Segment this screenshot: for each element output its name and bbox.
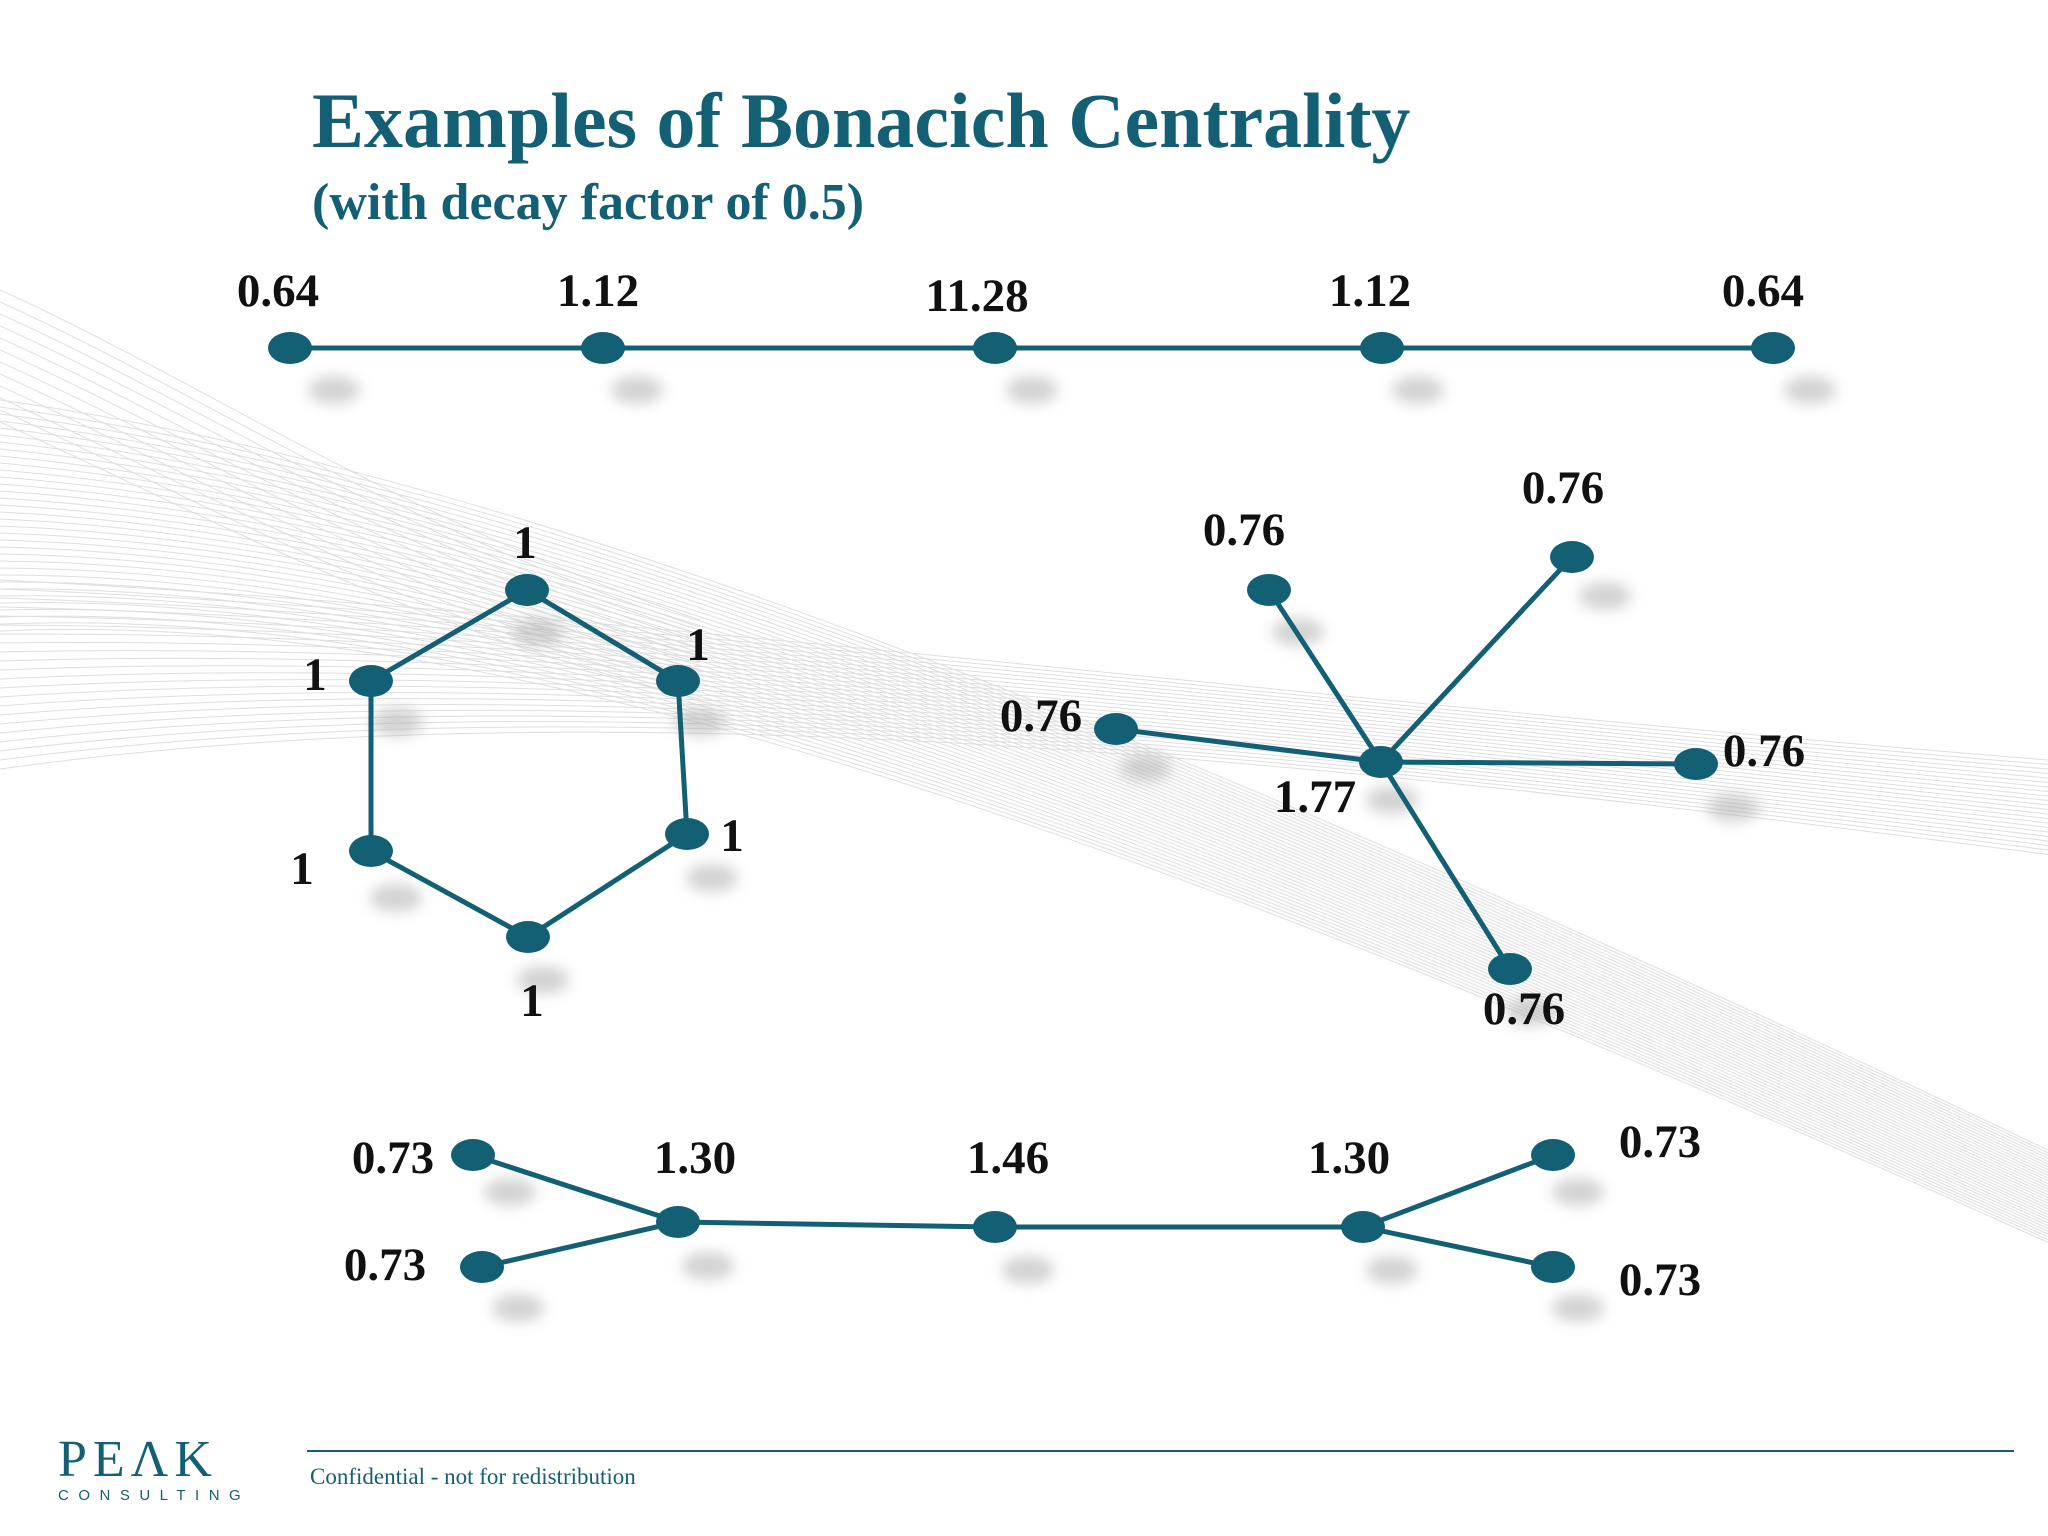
node [1094, 713, 1138, 745]
node-label: 1 [686, 619, 710, 671]
node-label: 1 [303, 649, 327, 701]
node-label: 0.73 [352, 1132, 434, 1184]
double-star-graph-shadows [484, 1178, 1604, 1322]
node-label: 1.12 [1329, 265, 1411, 317]
node-label: 0.73 [1619, 1116, 1701, 1168]
node [1531, 1251, 1575, 1283]
hexagon-graph-shadows [370, 618, 738, 994]
edge [472, 1152, 679, 1225]
logo-wordmark: PEΛK [58, 1431, 218, 1488]
node [268, 332, 312, 364]
node [506, 921, 550, 953]
node [973, 1211, 1017, 1243]
node [1360, 332, 1404, 364]
confidential-notice: Confidential - not for redistribution [310, 1464, 636, 1489]
node-label: 1.12 [557, 265, 639, 317]
node-label: 0.64 [1722, 265, 1804, 317]
node [656, 665, 700, 697]
node-label: 0.76 [1203, 504, 1285, 556]
edge [481, 1219, 679, 1270]
line-graph-shadows [308, 376, 1836, 404]
node [581, 332, 625, 364]
node-label: 0.64 [237, 265, 319, 317]
star-graph-shadows [1119, 582, 1759, 1026]
node-label: 0.76 [1522, 462, 1604, 514]
node-label: 0.76 [1000, 690, 1082, 742]
node [665, 818, 709, 850]
node [349, 665, 393, 697]
node-label: 1.30 [1308, 1132, 1390, 1184]
node [349, 835, 393, 867]
node-label: 0.73 [1619, 1254, 1701, 1306]
node-label: 1 [720, 810, 744, 862]
node-label: 0.76 [1723, 725, 1805, 777]
edge [526, 831, 689, 940]
edge [675, 680, 690, 835]
hexagon-graph: 1 1 1 1 1 1 [290, 517, 744, 1027]
edge [369, 848, 530, 940]
edge [1378, 760, 1513, 971]
edge [525, 587, 680, 684]
node [1247, 574, 1291, 606]
double-star-graph: 0.73 0.73 1.30 1.46 1.30 0.73 0.73 [344, 1116, 1701, 1322]
node-label: 0.73 [344, 1239, 426, 1291]
node [1751, 332, 1795, 364]
node-label: 11.28 [925, 270, 1028, 322]
node [1531, 1139, 1575, 1171]
star-graph: 1.77 0.76 0.76 0.76 0.76 0.76 [1000, 462, 1805, 1035]
node [460, 1251, 504, 1283]
node-label: 1.46 [967, 1132, 1049, 1184]
node [1488, 953, 1532, 985]
edge [677, 1219, 996, 1230]
node [451, 1139, 495, 1171]
logo-tagline: CONSULTING [58, 1487, 251, 1504]
footer-divider [307, 1450, 2014, 1452]
node-label: 1.30 [654, 1132, 736, 1184]
edge [1115, 726, 1382, 765]
line-graph: 0.64 1.12 11.28 1.12 0.64 [237, 265, 1836, 404]
node [1550, 541, 1594, 573]
edge [1266, 588, 1384, 764]
edge [1362, 1152, 1554, 1230]
node [973, 332, 1017, 364]
node [1674, 748, 1718, 780]
slide-subtitle: (with decay factor of 0.5) [312, 174, 865, 231]
node-label: 1.77 [1274, 771, 1356, 823]
node-label: 1 [520, 975, 544, 1027]
edge [1380, 759, 1697, 767]
node-label: 1 [290, 843, 314, 895]
slide-title: Examples of Bonacich Centrality [312, 77, 1411, 164]
edge [1362, 1224, 1554, 1270]
node [656, 1206, 700, 1238]
edge [1379, 555, 1574, 764]
peak-consulting-logo: PEΛK CONSULTING [58, 1431, 251, 1504]
node [1359, 746, 1403, 778]
node-label: 1 [513, 517, 537, 569]
node-label: 0.76 [1483, 983, 1565, 1035]
node [1341, 1211, 1385, 1243]
edge [369, 587, 529, 684]
node [505, 574, 549, 606]
